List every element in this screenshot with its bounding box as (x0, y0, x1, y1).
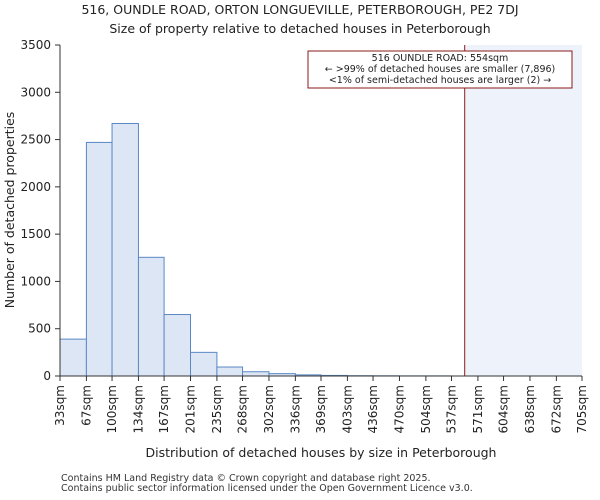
annotation-border (307, 50, 573, 89)
x-tick-label: 201sqm (184, 385, 198, 433)
x-tick-label: 167sqm (157, 385, 171, 433)
bar-67sqm (85, 141, 113, 377)
bar-33sqm (59, 338, 87, 377)
footer-copyright: Contains HM Land Registry data © Crown c… (61, 473, 431, 484)
annotation-line3: <1% of semi-detached houses are larger (… (329, 75, 551, 86)
bar-167sqm (163, 314, 191, 377)
y-tick-label: 2000 (20, 180, 51, 194)
bar-268sqm (242, 371, 270, 377)
x-tick-label: 403sqm (340, 385, 354, 433)
bars-group (59, 122, 452, 377)
x-tick-label: 134sqm (131, 385, 145, 433)
x-tick-label: 571sqm (471, 385, 485, 433)
chart-title-line1: 516, OUNDLE ROAD, ORTON LONGUEVILLE, PET… (81, 2, 518, 17)
y-tick-label: 3000 (20, 85, 51, 99)
bar-235sqm (216, 366, 244, 377)
x-tick-label: 336sqm (288, 385, 302, 433)
x-tick-label: 436sqm (366, 385, 380, 433)
y-tick-label: 0 (43, 369, 51, 383)
x-tick-label: 100sqm (105, 385, 119, 433)
y-tick-label: 3500 (20, 38, 51, 52)
chart-title-line2: Size of property relative to detached ho… (109, 21, 490, 36)
x-tick-label: 672sqm (549, 385, 563, 433)
y-axis-ticks: 0 500 1000 1500 2000 2500 3000 3500 (20, 38, 60, 383)
x-tick-label: 537sqm (445, 385, 459, 433)
x-tick-label: 504sqm (419, 385, 433, 433)
bar-134sqm (137, 256, 165, 377)
y-tick-label: 1500 (20, 227, 51, 241)
x-axis-ticks: 33sqm 67sqm 100sqm 134sqm 167sqm 201sqm 235sqm… (53, 376, 589, 433)
x-tick-label: 638sqm (523, 385, 537, 433)
footer-licence: Contains public sector information licen… (61, 483, 473, 494)
y-tick-label: 500 (28, 322, 51, 336)
larger-properties-region (464, 45, 582, 376)
x-tick-label: 604sqm (497, 385, 511, 433)
x-tick-label: 470sqm (392, 385, 406, 433)
x-tick-label: 705sqm (575, 385, 589, 433)
annotation-line2: ← >99% of detached houses are smaller (7… (325, 64, 556, 75)
x-tick-label: 302sqm (262, 385, 276, 433)
x-tick-label: 268sqm (236, 385, 250, 433)
y-tick-label: 1000 (20, 274, 51, 288)
y-axis-label: Number of detached properties (2, 112, 17, 309)
x-tick-label: 235sqm (210, 385, 224, 433)
x-axis-label: Distribution of detached houses by size … (146, 445, 497, 460)
bar-100sqm (111, 122, 139, 377)
x-tick-label: 369sqm (314, 385, 328, 433)
annotation-box: 516 OUNDLE ROAD: 554sqm ← >99% of detach… (307, 50, 573, 89)
x-tick-label: 33sqm (53, 385, 67, 426)
y-tick-label: 2500 (20, 133, 51, 147)
annotation-line1: 516 OUNDLE ROAD: 554sqm (372, 53, 509, 64)
x-tick-label: 67sqm (79, 385, 93, 426)
bar-201sqm (190, 351, 218, 377)
